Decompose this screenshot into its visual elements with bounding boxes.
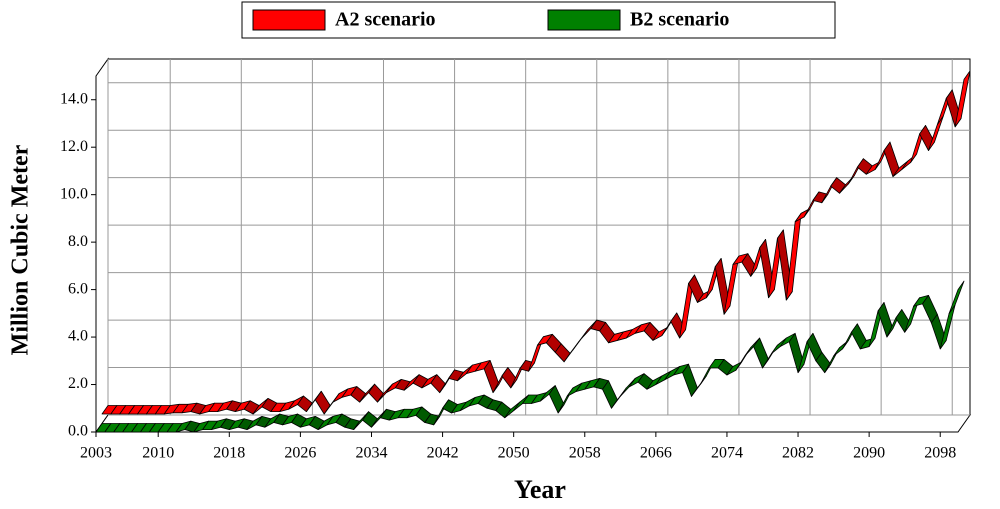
- x-tick-label: 2026: [284, 445, 316, 462]
- ribbon-segment: [948, 280, 965, 314]
- y-tick-label: 4.0: [68, 328, 88, 345]
- legend-label: B2 scenario: [630, 9, 729, 31]
- x-tick-label: 2010: [142, 445, 174, 462]
- x-tick-label: 2058: [569, 445, 601, 462]
- left-wall: [95, 57, 109, 434]
- x-tick-label: 2090: [853, 445, 885, 462]
- x-tick-label: 2082: [782, 445, 814, 462]
- y-tick-label: 0.0: [68, 423, 88, 440]
- x-tick-label: 2098: [924, 445, 956, 462]
- legend-swatch: [547, 9, 621, 31]
- legend-box: [241, 1, 836, 39]
- legend-swatch: [252, 9, 326, 31]
- y-axis-title: Million Cubic Meter: [8, 144, 34, 355]
- x-tick-label: 2066: [640, 445, 672, 462]
- back-wall: [107, 58, 971, 416]
- x-tick-label: 2074: [711, 445, 743, 462]
- y-tick-label: 6.0: [68, 280, 88, 297]
- x-tick-label: 2042: [427, 445, 459, 462]
- x-tick-label: 2034: [355, 445, 387, 462]
- x-tick-label: 2003: [80, 445, 112, 462]
- x-tick-label: 2050: [498, 445, 530, 462]
- y-tick-label: 10.0: [60, 185, 88, 202]
- y-tick-label: 8.0: [68, 233, 88, 250]
- x-axis-title: Year: [514, 475, 566, 504]
- legend-label: A2 scenario: [335, 9, 436, 31]
- y-tick-label: 14.0: [60, 90, 88, 107]
- ribbon-segment: [954, 70, 971, 128]
- x-tick-label: 2018: [213, 445, 245, 462]
- y-tick-label: 12.0: [60, 138, 88, 155]
- y-tick-label: 2.0: [68, 375, 88, 392]
